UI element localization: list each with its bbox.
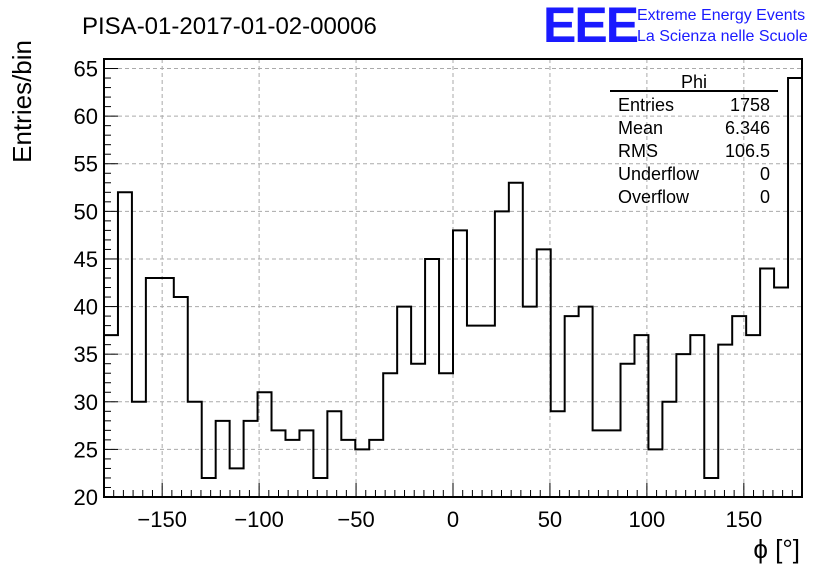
- histogram-bin-4: [160, 278, 174, 497]
- histogram-bin-1: [118, 192, 132, 497]
- stats-row-label: Underflow: [618, 164, 700, 184]
- stats-row-label: RMS: [618, 141, 658, 161]
- histogram-bin-17: [341, 440, 355, 497]
- histogram-bin-13: [285, 440, 299, 497]
- histogram-bin-25: [453, 230, 467, 497]
- y-tick-label: 60: [74, 104, 98, 129]
- stats-box-name: Phi: [681, 72, 707, 92]
- histogram-bin-26: [467, 326, 481, 497]
- histogram-bin-14: [299, 430, 313, 497]
- y-tick-label: 30: [74, 390, 98, 415]
- histogram-bin-41: [676, 354, 690, 497]
- histogram-bin-10: [244, 421, 258, 497]
- histogram-bin-3: [146, 278, 160, 497]
- histogram-bin-11: [258, 392, 272, 497]
- histogram-bin-8: [216, 421, 230, 497]
- histogram-bin-7: [202, 478, 216, 497]
- histogram-bin-28: [495, 211, 509, 497]
- histogram-bin-36: [607, 430, 621, 497]
- eee-logo-line2: La Scienza nelle Scuole: [637, 28, 808, 45]
- y-tick-label: 20: [74, 485, 98, 510]
- x-axis-ticks: −150 −100 −50 0 50 100 150: [113, 483, 793, 532]
- histogram-bin-9: [230, 468, 244, 497]
- x-axis-label: ϕ [°]: [753, 534, 800, 564]
- histogram-bin-30: [523, 307, 537, 497]
- eee-logo: EEE Extreme Energy Events La Scienza nel…: [543, 0, 808, 53]
- stats-row-label: Entries: [618, 95, 674, 115]
- histogram-bin-22: [411, 364, 425, 497]
- histogram-bin-2: [132, 402, 146, 497]
- histogram-bin-48: [774, 288, 788, 497]
- histogram-bin-12: [272, 430, 286, 497]
- histogram-bin-49: [788, 78, 802, 497]
- histogram-bin-29: [509, 183, 523, 497]
- x-tick-label: −100: [234, 507, 284, 532]
- y-tick-label: 40: [74, 295, 98, 320]
- x-tick-label: 0: [447, 507, 459, 532]
- histogram-bin-6: [188, 402, 202, 497]
- histogram-bin-38: [634, 335, 648, 497]
- histogram-bin-15: [313, 478, 327, 497]
- histogram-bin-23: [425, 259, 439, 497]
- x-tick-label: 150: [725, 507, 762, 532]
- histogram-bin-21: [397, 307, 411, 497]
- histogram-bin-44: [718, 345, 732, 497]
- y-axis-label: Entries/bin: [7, 40, 37, 163]
- stats-row-label: Mean: [618, 118, 663, 138]
- chart-title: PISA-01-2017-01-02-00006: [82, 13, 377, 40]
- histogram-bin-37: [621, 364, 635, 497]
- histogram-bin-24: [439, 373, 453, 497]
- histogram-bin-35: [593, 430, 607, 497]
- stats-box: Phi Entries 1758 Mean 6.346 RMS 106.5 Underflo…: [610, 72, 778, 207]
- histogram-bin-47: [760, 268, 774, 497]
- stats-row-value: 106.5: [725, 141, 770, 161]
- histogram-bin-32: [551, 411, 565, 497]
- stats-row-value: 0: [760, 164, 770, 184]
- stats-box-rows: Entries 1758 Mean 6.346 RMS 106.5 Underflow 0 Ov…: [618, 95, 770, 207]
- y-axis-ticks: 20 25 30 35 40 45 50 55 60 65: [74, 57, 118, 510]
- histogram-bin-34: [579, 307, 593, 497]
- histogram-bin-27: [481, 326, 495, 497]
- y-tick-label: 45: [74, 247, 98, 272]
- plot-area: −150 −100 −50 0 50 100 150 20 25 30 35 40 45 50 55 60 6…: [74, 57, 803, 532]
- x-tick-label: 50: [538, 507, 562, 532]
- histogram-bin-5: [174, 297, 188, 497]
- y-tick-label: 50: [74, 199, 98, 224]
- stats-row-value: 1758: [730, 95, 770, 115]
- histogram-bin-19: [369, 440, 383, 497]
- stats-row-value: 0: [760, 187, 770, 207]
- stats-row-value: 6.346: [725, 118, 770, 138]
- y-tick-label: 25: [74, 437, 98, 462]
- x-tick-label: −50: [337, 507, 374, 532]
- histogram-bin-31: [537, 249, 551, 497]
- eee-logo-line1: Extreme Energy Events: [637, 7, 805, 24]
- histogram-bin-46: [746, 335, 760, 497]
- histogram-bin-42: [690, 335, 704, 497]
- histogram-bins: [104, 78, 802, 497]
- histogram-bin-43: [704, 478, 718, 497]
- histogram-bin-18: [355, 449, 369, 497]
- stats-row-label: Overflow: [618, 187, 690, 207]
- histogram-bin-20: [383, 373, 397, 497]
- histogram-line: [104, 77, 802, 479]
- y-tick-label: 55: [74, 152, 98, 177]
- y-tick-label: 65: [74, 57, 98, 82]
- histogram-bin-0: [104, 335, 118, 497]
- histogram-bin-33: [565, 316, 579, 497]
- histogram-bin-39: [648, 449, 662, 497]
- eee-logo-mark: EEE: [543, 0, 638, 53]
- histogram-bin-40: [662, 402, 676, 497]
- x-tick-label: −150: [137, 507, 187, 532]
- x-tick-label: 100: [629, 507, 666, 532]
- histogram-bin-16: [327, 411, 341, 497]
- y-tick-label: 35: [74, 342, 98, 367]
- histogram-bin-45: [732, 316, 746, 497]
